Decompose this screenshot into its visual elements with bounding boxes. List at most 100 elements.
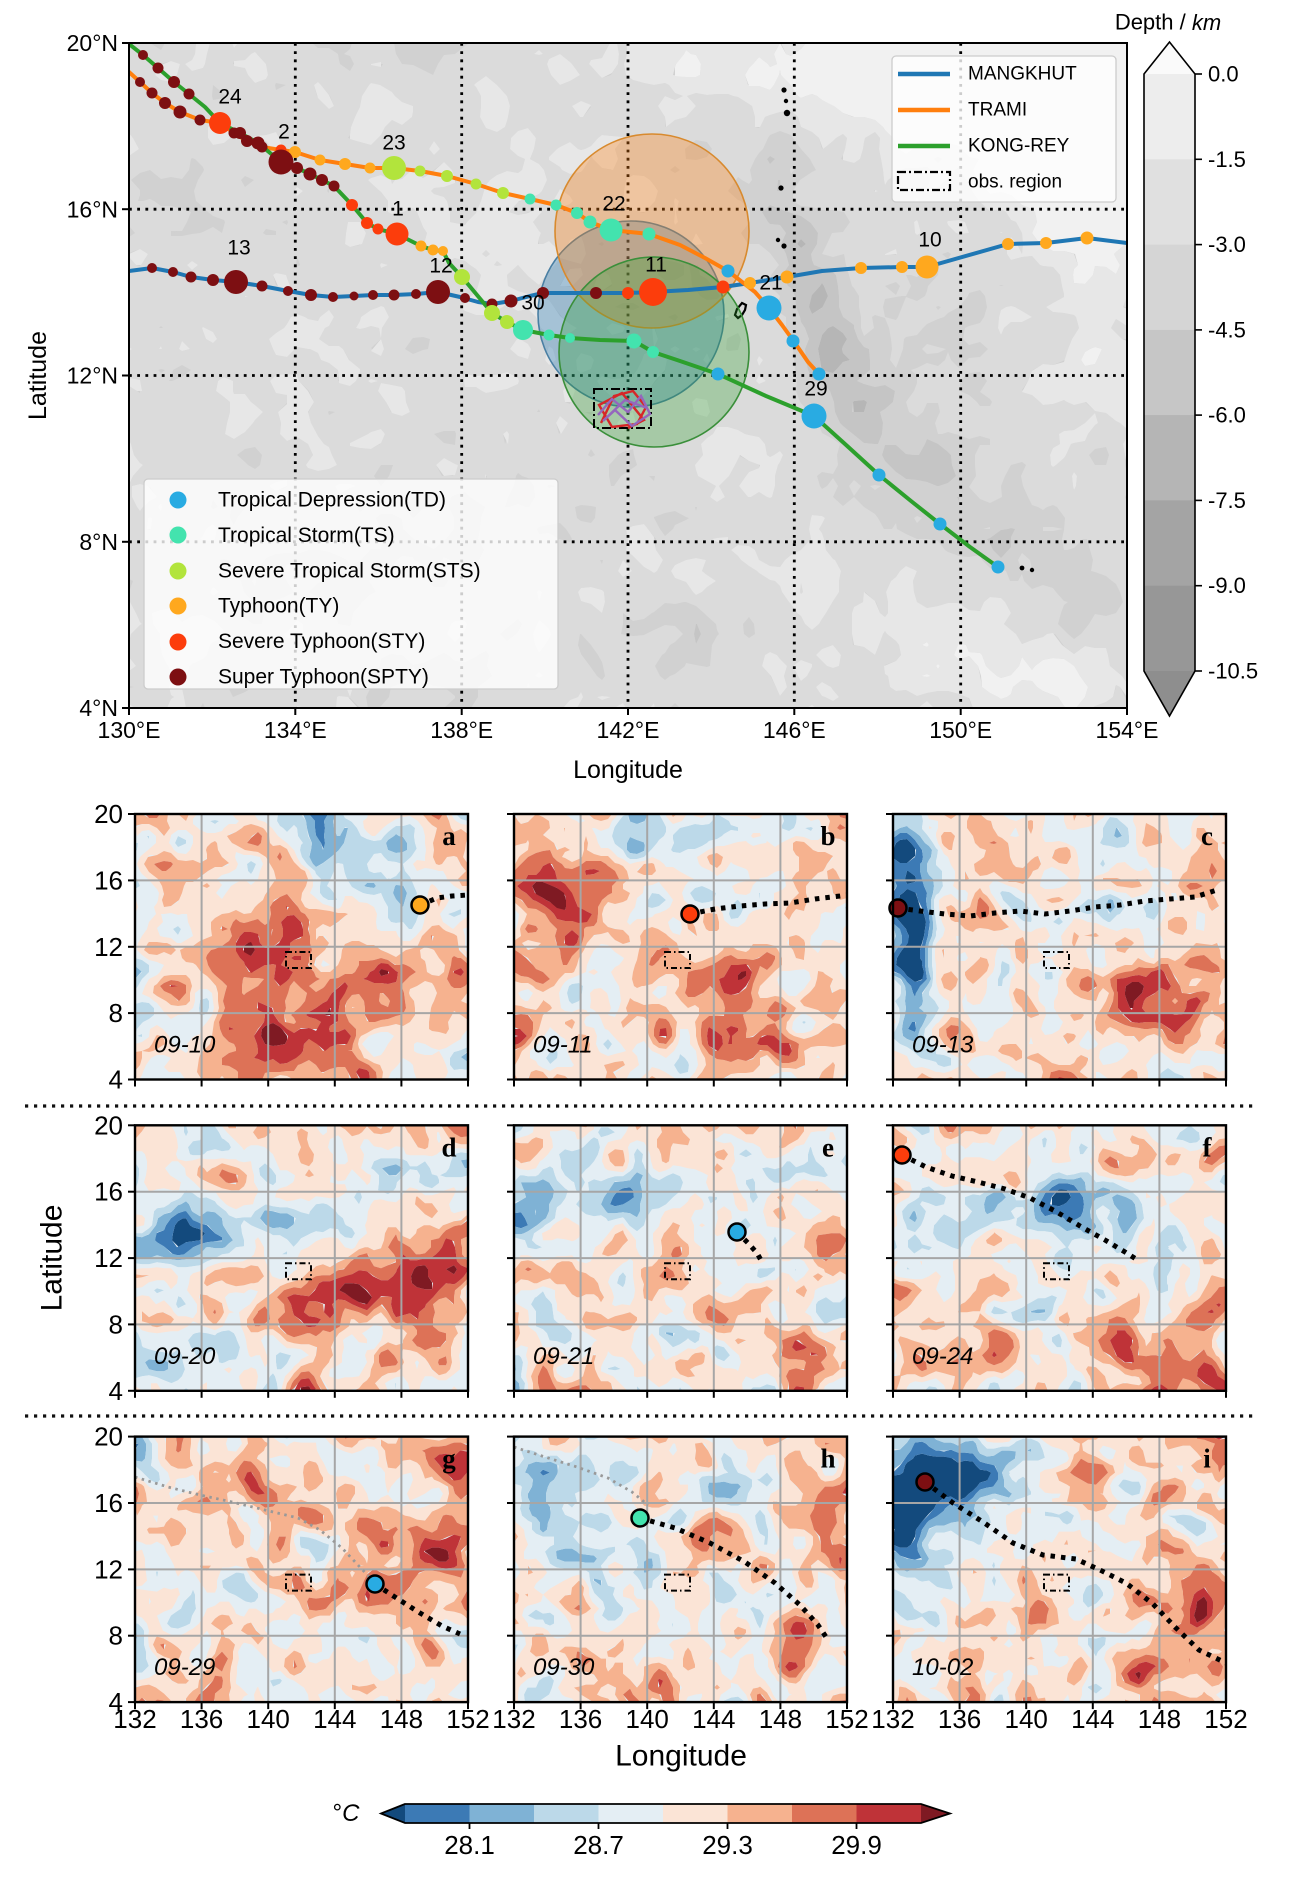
svg-text:16: 16 [94, 865, 123, 895]
svg-text:Severe Typhoon(STY): Severe Typhoon(STY) [218, 630, 425, 653]
svg-text:09-30: 09-30 [533, 1654, 595, 1681]
svg-text:148: 148 [1138, 1704, 1181, 1734]
svg-text:09-10: 09-10 [154, 1032, 216, 1059]
svg-text:29.9: 29.9 [831, 1830, 882, 1860]
svg-text:8: 8 [109, 1621, 123, 1651]
svg-text:-7.5: -7.5 [1208, 488, 1246, 513]
svg-text:140: 140 [247, 1704, 290, 1734]
svg-text:Typhoon(TY): Typhoon(TY) [218, 595, 339, 618]
svg-text:-10.5: -10.5 [1208, 659, 1258, 684]
svg-text:i: i [1203, 1444, 1211, 1474]
svg-text:30: 30 [521, 292, 544, 315]
svg-text:Depth / km: Depth / km [1115, 10, 1221, 35]
svg-text:-9.0: -9.0 [1208, 573, 1246, 598]
svg-text:09-20: 09-20 [154, 1343, 216, 1370]
svg-text:138°E: 138°E [430, 717, 493, 743]
svg-text:c: c [1201, 821, 1213, 851]
svg-text:136: 136 [938, 1704, 981, 1734]
svg-text:-3.0: -3.0 [1208, 232, 1246, 257]
svg-text:09-24: 09-24 [912, 1343, 973, 1370]
svg-text:Tropical Storm(TS): Tropical Storm(TS) [218, 524, 395, 547]
svg-text:°C: °C [333, 1800, 361, 1827]
svg-text:132: 132 [871, 1704, 914, 1734]
svg-text:-4.5: -4.5 [1208, 317, 1246, 342]
svg-text:Latitude: Latitude [24, 331, 52, 420]
svg-text:136: 136 [559, 1704, 602, 1734]
svg-text:23: 23 [382, 132, 405, 155]
svg-text:154°E: 154°E [1096, 717, 1159, 743]
svg-text:144: 144 [313, 1704, 356, 1734]
svg-text:144: 144 [1071, 1704, 1114, 1734]
svg-text:140: 140 [626, 1704, 669, 1734]
svg-text:16: 16 [94, 1488, 123, 1518]
svg-text:146°E: 146°E [763, 717, 826, 743]
svg-text:136: 136 [180, 1704, 223, 1734]
svg-text:13: 13 [227, 237, 250, 260]
svg-text:11: 11 [645, 254, 667, 277]
svg-text:152: 152 [1204, 1704, 1247, 1734]
svg-text:28.1: 28.1 [444, 1830, 495, 1860]
svg-text:148: 148 [759, 1704, 802, 1734]
svg-text:a: a [442, 821, 456, 851]
svg-text:10: 10 [918, 229, 941, 252]
svg-text:148: 148 [380, 1704, 423, 1734]
svg-text:152: 152 [446, 1704, 489, 1734]
svg-text:21: 21 [759, 272, 782, 295]
svg-text:20: 20 [94, 1110, 123, 1140]
svg-text:09-29: 09-29 [154, 1654, 215, 1681]
svg-text:134°E: 134°E [264, 717, 327, 743]
svg-text:140: 140 [1005, 1704, 1048, 1734]
svg-text:29.3: 29.3 [702, 1830, 753, 1860]
svg-text:2: 2 [278, 121, 290, 144]
svg-text:142°E: 142°E [597, 717, 660, 743]
svg-text:Super Typhoon(SPTY): Super Typhoon(SPTY) [218, 666, 429, 689]
svg-text:16: 16 [94, 1177, 123, 1207]
svg-text:h: h [820, 1444, 835, 1474]
svg-text:09-11: 09-11 [533, 1032, 593, 1059]
svg-text:8: 8 [109, 998, 123, 1028]
svg-text:0.0: 0.0 [1208, 62, 1239, 87]
svg-text:20°N: 20°N [67, 30, 118, 56]
svg-text:4: 4 [109, 1687, 123, 1717]
svg-text:150°E: 150°E [929, 717, 992, 743]
svg-text:130°E: 130°E [98, 717, 161, 743]
svg-text:Latitude: Latitude [36, 1205, 69, 1312]
svg-text:24: 24 [218, 86, 242, 109]
svg-text:f: f [1203, 1132, 1213, 1162]
svg-text:MANGKHUT: MANGKHUT [968, 64, 1077, 85]
svg-text:4: 4 [109, 1065, 123, 1095]
svg-text:132: 132 [492, 1704, 535, 1734]
svg-text:12°N: 12°N [67, 363, 118, 389]
svg-text:12: 12 [429, 255, 452, 278]
svg-text:b: b [820, 821, 835, 851]
svg-text:132: 132 [113, 1704, 156, 1734]
svg-text:Tropical Depression(TD): Tropical Depression(TD) [218, 489, 446, 512]
svg-text:KONG-REY: KONG-REY [968, 136, 1070, 157]
svg-text:Longitude: Longitude [573, 756, 683, 784]
svg-text:09-13: 09-13 [912, 1032, 974, 1059]
svg-text:10-02: 10-02 [912, 1654, 973, 1681]
svg-text:12: 12 [94, 1554, 123, 1584]
svg-text:12: 12 [94, 1243, 123, 1273]
svg-text:28.7: 28.7 [573, 1830, 624, 1860]
svg-text:20: 20 [94, 799, 123, 829]
svg-text:20: 20 [94, 1422, 123, 1452]
svg-text:TRAMI: TRAMI [968, 100, 1027, 121]
svg-text:8: 8 [109, 1309, 123, 1339]
svg-text:152: 152 [825, 1704, 868, 1734]
svg-text:16°N: 16°N [67, 196, 118, 222]
svg-text:1: 1 [392, 198, 404, 221]
svg-text:12: 12 [94, 932, 123, 962]
svg-text:29: 29 [804, 378, 827, 401]
svg-text:4°N: 4°N [79, 695, 118, 721]
svg-text:d: d [441, 1132, 456, 1162]
svg-text:8°N: 8°N [79, 529, 118, 555]
svg-text:e: e [822, 1132, 834, 1162]
svg-text:Severe Tropical Storm(STS): Severe Tropical Storm(STS) [218, 559, 481, 582]
svg-text:4: 4 [109, 1376, 123, 1406]
svg-text:144: 144 [692, 1704, 735, 1734]
svg-text:-6.0: -6.0 [1208, 403, 1246, 428]
svg-text:-1.5: -1.5 [1208, 147, 1246, 172]
svg-text:09-21: 09-21 [533, 1343, 594, 1370]
svg-text:obs. region: obs. region [968, 172, 1062, 193]
